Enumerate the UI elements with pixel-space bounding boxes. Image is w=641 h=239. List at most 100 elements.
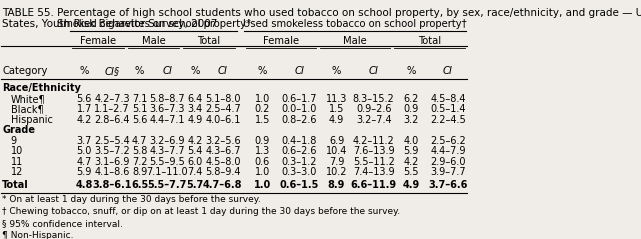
Text: 6.6–11.9: 6.6–11.9 (351, 180, 397, 190)
Text: 4.3–7.7: 4.3–7.7 (149, 146, 185, 156)
Text: Total: Total (418, 36, 441, 46)
Text: 3.5–7.2: 3.5–7.2 (94, 146, 130, 156)
Text: 4.7–6.8: 4.7–6.8 (203, 180, 242, 190)
Text: 5.5–7.7: 5.5–7.7 (147, 180, 187, 190)
Text: %: % (258, 66, 267, 76)
Text: 4.3–6.7: 4.3–6.7 (205, 146, 240, 156)
Text: CI: CI (294, 66, 304, 76)
Text: 7.1: 7.1 (132, 94, 147, 104)
Text: 11.3: 11.3 (326, 94, 347, 104)
Text: 0.6–1.7: 0.6–1.7 (281, 94, 317, 104)
Text: 4.0: 4.0 (403, 136, 419, 146)
Text: 4.9: 4.9 (402, 180, 419, 190)
Text: 4.7: 4.7 (132, 136, 147, 146)
Text: 2.9–6.0: 2.9–6.0 (430, 157, 465, 167)
Text: 1.0: 1.0 (254, 168, 270, 177)
Text: 2.5–6.2: 2.5–6.2 (430, 136, 466, 146)
Text: 0.6: 0.6 (254, 157, 270, 167)
Text: %: % (406, 66, 415, 76)
Text: § 95% confidence interval.: § 95% confidence interval. (3, 219, 123, 228)
Text: 4.9: 4.9 (329, 115, 344, 125)
Text: 5.7: 5.7 (187, 180, 204, 190)
Text: CI§: CI§ (104, 66, 119, 76)
Text: 2.2–4.5: 2.2–4.5 (430, 115, 466, 125)
Text: 4.5–8.4: 4.5–8.4 (430, 94, 465, 104)
Text: 2.5–4.7: 2.5–4.7 (205, 104, 241, 114)
Text: 5.8–9.4: 5.8–9.4 (205, 168, 240, 177)
Text: 3.2: 3.2 (403, 115, 419, 125)
Text: 4.9: 4.9 (188, 115, 203, 125)
Text: 7.4: 7.4 (187, 168, 203, 177)
Text: 4.2: 4.2 (76, 115, 92, 125)
Text: 5.4: 5.4 (187, 146, 203, 156)
Text: 5.8–8.7: 5.8–8.7 (149, 94, 185, 104)
Text: Grade: Grade (3, 125, 35, 135)
Text: 4.2: 4.2 (403, 157, 419, 167)
Text: 5.0: 5.0 (76, 146, 92, 156)
Text: 6.0: 6.0 (188, 157, 203, 167)
Text: 10.2: 10.2 (326, 168, 347, 177)
Text: 1.0: 1.0 (254, 180, 271, 190)
Text: Total: Total (197, 36, 221, 46)
Text: 5.5–9.5: 5.5–9.5 (149, 157, 185, 167)
Text: Female: Female (80, 36, 116, 46)
Text: TABLE 55. Percentage of high school students who used tobacco on school property: TABLE 55. Percentage of high school stud… (3, 8, 641, 29)
Text: CI: CI (218, 66, 228, 76)
Text: CI: CI (162, 66, 172, 76)
Text: 7.6–13.9: 7.6–13.9 (353, 146, 394, 156)
Text: 4.1–8.6: 4.1–8.6 (94, 168, 129, 177)
Text: Smoked cigarettes on school property*: Smoked cigarettes on school property* (56, 19, 251, 29)
Text: 0.9: 0.9 (254, 136, 270, 146)
Text: 3.2–7.4: 3.2–7.4 (356, 115, 392, 125)
Text: %: % (79, 66, 89, 76)
Text: * On at least 1 day during the 30 days before the survey.: * On at least 1 day during the 30 days b… (3, 195, 261, 204)
Text: 3.4: 3.4 (188, 104, 203, 114)
Text: 12: 12 (11, 168, 23, 177)
Text: 1.0: 1.0 (254, 94, 270, 104)
Text: 0.0–1.0: 0.0–1.0 (281, 104, 317, 114)
Text: 6.9: 6.9 (329, 136, 344, 146)
Text: 5.6: 5.6 (76, 94, 92, 104)
Text: 4.8: 4.8 (76, 180, 93, 190)
Text: 0.9: 0.9 (403, 104, 419, 114)
Text: 6.4: 6.4 (188, 94, 203, 104)
Text: Hispanic: Hispanic (11, 115, 53, 125)
Text: 0.5–1.4: 0.5–1.4 (430, 104, 465, 114)
Text: 3.1–6.9: 3.1–6.9 (94, 157, 129, 167)
Text: Female: Female (263, 36, 299, 46)
Text: 7.2: 7.2 (132, 157, 147, 167)
Text: 10.4: 10.4 (326, 146, 347, 156)
Text: 4.2–11.2: 4.2–11.2 (353, 136, 394, 146)
Text: 5.6: 5.6 (132, 115, 147, 125)
Text: 8.3–15.2: 8.3–15.2 (353, 94, 394, 104)
Text: Male: Male (343, 36, 367, 46)
Text: 8.9: 8.9 (132, 168, 147, 177)
Text: 0.6–1.5: 0.6–1.5 (279, 180, 319, 190)
Text: 3.7–6.6: 3.7–6.6 (428, 180, 467, 190)
Text: 0.2: 0.2 (254, 104, 270, 114)
Text: 3.7: 3.7 (76, 136, 92, 146)
Text: 1.5: 1.5 (254, 115, 270, 125)
Text: 4.4–7.1: 4.4–7.1 (149, 115, 185, 125)
Text: %: % (190, 66, 200, 76)
Text: 0.4–1.8: 0.4–1.8 (281, 136, 317, 146)
Text: Used smokeless tobacco on school property†: Used smokeless tobacco on school propert… (243, 19, 467, 29)
Text: † Chewing tobacco, snuff, or dip on at least 1 day during the 30 days before the: † Chewing tobacco, snuff, or dip on at l… (3, 207, 401, 216)
Text: 5.9: 5.9 (76, 168, 92, 177)
Text: 0.6–2.6: 0.6–2.6 (281, 146, 317, 156)
Text: 11: 11 (11, 157, 23, 167)
Text: ¶ Non-Hispanic.: ¶ Non-Hispanic. (3, 231, 74, 239)
Text: 5.8: 5.8 (132, 146, 147, 156)
Text: 0.3–3.0: 0.3–3.0 (281, 168, 317, 177)
Text: 4.7: 4.7 (76, 157, 92, 167)
Text: 6.5: 6.5 (131, 180, 148, 190)
Text: White¶: White¶ (11, 94, 46, 104)
Text: Total: Total (3, 180, 29, 190)
Text: 5.1–8.0: 5.1–8.0 (205, 94, 240, 104)
Text: 7.9: 7.9 (329, 157, 344, 167)
Text: Category: Category (3, 66, 47, 76)
Text: 3.8–6.1: 3.8–6.1 (92, 180, 131, 190)
Text: 2.5–5.4: 2.5–5.4 (94, 136, 130, 146)
Text: 6.2: 6.2 (403, 94, 419, 104)
Text: 4.2: 4.2 (187, 136, 203, 146)
